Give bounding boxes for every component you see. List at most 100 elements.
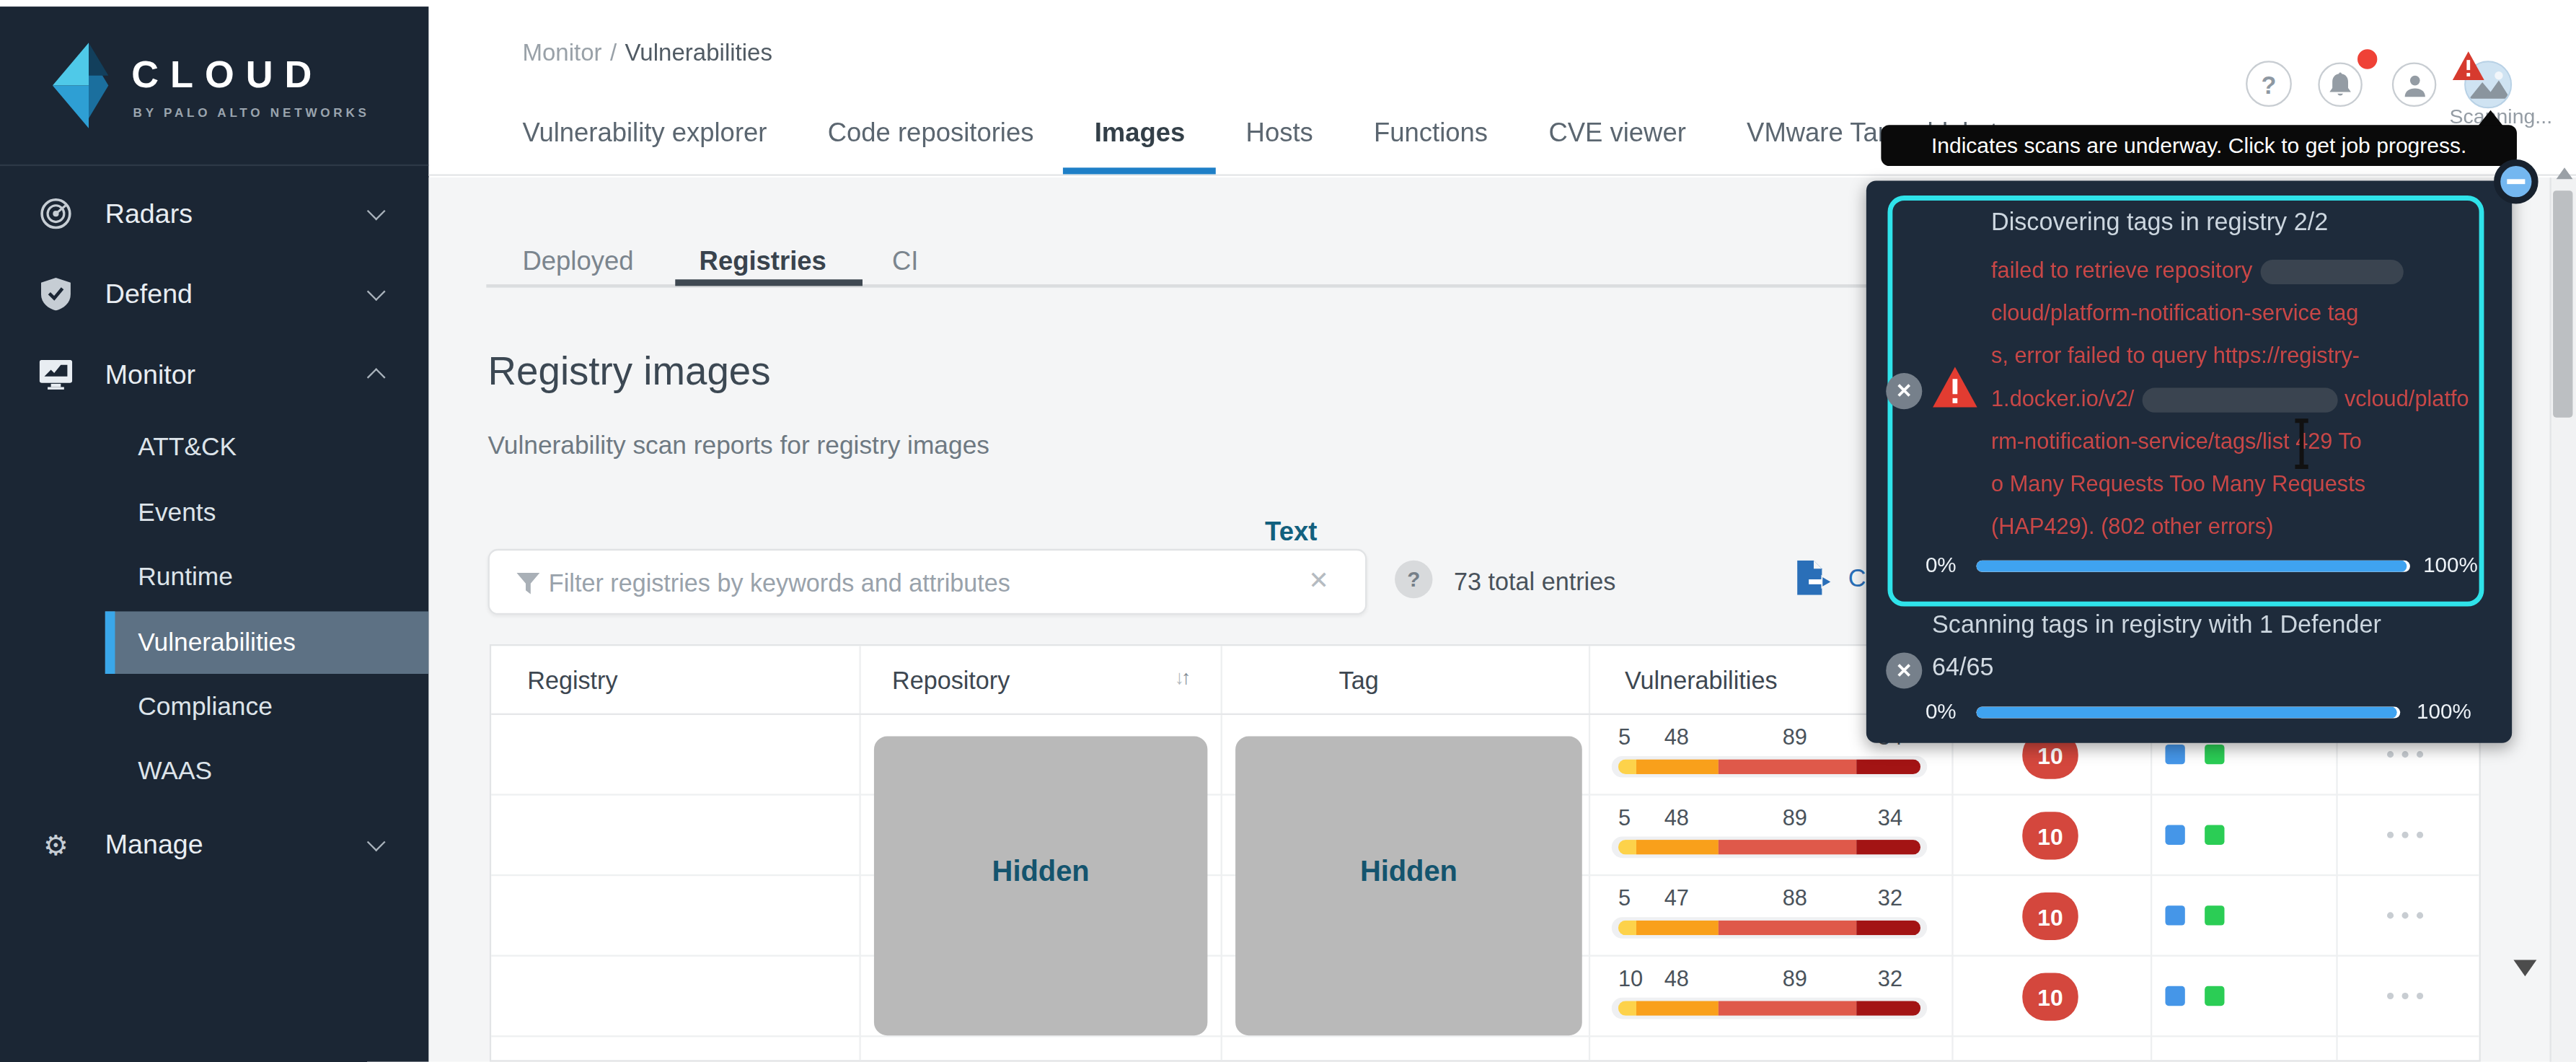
subtab-registries[interactable]: Registries [700,247,826,276]
tab-code-repositories[interactable]: Code repositories [828,118,1034,148]
breadcrumb-section[interactable]: Monitor [522,40,601,66]
row-actions-menu[interactable] [2387,832,2423,838]
sidebar-item-manage[interactable]: ⚙ Manage [0,809,429,881]
subtab-deployed[interactable]: Deployed [522,247,633,276]
vulnerability-counts: 10488932 [1618,966,1920,992]
progress-end-label: 100% [2417,698,2471,723]
scrollbar-up-arrow[interactable] [2557,167,2573,179]
notifications-button[interactable] [2318,63,2363,107]
sidebar-item-radars[interactable]: Radars [0,177,429,250]
logo-title: CLOUD [131,53,323,97]
error-text-line: s, error failed to query https://registr… [1991,335,2492,378]
annotation-text-label: Text [1265,518,1317,548]
status-square-green [2205,745,2224,764]
vulnerability-severity-bar [1618,1001,1920,1016]
sidebar-item-label: Monitor [105,359,195,390]
sidebar-subitem-label: Compliance [138,692,272,721]
column-header-registry[interactable]: Registry [527,666,617,694]
job-progress-count: 64/65 [1932,652,1994,680]
scroll-down-arrow[interactable] [2513,960,2536,976]
job-progress-bar [1977,707,2401,719]
page-scrollbar-thumb[interactable] [2553,190,2572,417]
vulnerability-severity-bar [1618,759,1920,774]
error-text-line: rm-notification-service/tags/list 429 To [1991,421,2492,463]
vulnerability-severity-bar [1618,840,1920,855]
redacted-repository-block: Hidden [874,737,1207,1036]
error-text-line: cloud/platform-notification-service tag [1991,292,2492,335]
column-header-repository[interactable]: Repository [892,666,1010,694]
user-profile-button[interactable] [2392,63,2437,107]
clear-filter-icon[interactable]: ✕ [1308,566,1329,595]
filter-help-badge[interactable]: ? [1395,561,1432,598]
filter-funnel-icon [516,572,540,595]
shield-icon [40,278,73,311]
notification-badge-dot [2356,48,2379,71]
risk-score-badge: 10 [2022,892,2078,940]
total-entries-label: 73 total entries [1454,567,1615,595]
gear-icon: ⚙ [40,828,73,861]
status-square-blue [2165,905,2184,925]
tab-functions[interactable]: Functions [1374,118,1488,148]
status-square-blue [2165,986,2184,1006]
tab-images[interactable]: Images [1095,118,1186,148]
breadcrumb: Monitor/Vulnerabilities [522,40,772,66]
app-window: CLOUD BY PALO ALTO NETWORKS Radars Defen… [0,0,2576,1062]
csv-export-icon [1796,561,1835,595]
hidden-label: Hidden [1360,853,1457,888]
sidebar-subitem-label: WAAS [138,756,212,786]
user-icon [2403,73,2426,96]
breadcrumb-page: Vulnerabilities [625,40,772,66]
tooltip-caret [2477,110,2503,127]
row-actions-menu[interactable] [2387,751,2423,758]
sidebar-item-attck[interactable]: ATT&CK [0,416,429,478]
status-square-green [2205,986,2224,1006]
error-text-line: (HAP429). (802 other errors) [1991,506,2492,549]
sidebar-subitem-label: ATT&CK [138,432,237,462]
main-tabs: Vulnerability explorer Code repositories… [522,118,2048,148]
risk-score-badge: 10 [2022,973,2078,1021]
radar-icon [40,197,73,230]
status-square-blue [2165,825,2184,845]
collapse-popup-button[interactable] [2494,159,2538,204]
column-header-vulnerabilities[interactable]: Vulnerabilities [1625,666,1777,694]
redacted-tag-block: Hidden [1235,737,1582,1036]
job-title: Scanning tags in registry with 1 Defende… [1932,610,2381,638]
sidebar-item-label: Manage [105,829,203,860]
sidebar-item-monitor[interactable]: Monitor [0,338,429,411]
help-button[interactable]: ? [2246,61,2292,107]
subtab-active-underline [675,279,863,286]
status-square-blue [2165,745,2184,764]
status-square-green [2205,825,2224,845]
sidebar-item-label: Radars [105,198,193,229]
progress-start-label: 0% [1926,552,1957,576]
row-actions-menu[interactable] [2387,912,2423,918]
dismiss-job-button[interactable]: ✕ [1886,373,1922,409]
row-actions-menu[interactable] [2387,993,2423,999]
tab-hosts[interactable]: Hosts [1246,118,1313,148]
subtab-ci[interactable]: CI [892,247,918,276]
sort-icon[interactable]: ↓↑ [1175,666,1188,689]
filter-registries-input[interactable] [549,552,1271,611]
sidebar-item-waas[interactable]: WAAS [0,740,429,802]
sidebar-item-compliance[interactable]: Compliance [0,675,429,738]
page-title: Registry images [488,348,771,395]
scan-progress-popup: Discovering tags in registry 2/2 ✕ faile… [1866,181,2512,743]
minus-icon [2507,179,2525,183]
sidebar-item-vulnerabilities[interactable]: Vulnerabilities [0,611,429,674]
sidebar-item-defend[interactable]: Defend [0,258,429,330]
breadcrumb-separator: / [602,40,625,66]
hidden-label: Hidden [992,853,1090,888]
job-progress-bar [1977,561,2410,572]
sidebar-item-runtime[interactable]: Runtime [0,545,429,608]
column-header-tag[interactable]: Tag [1339,666,1379,694]
tab-cve-viewer[interactable]: CVE viewer [1548,118,1685,148]
progress-end-label: 100% [2423,552,2478,576]
redacted-chip [2261,259,2404,284]
progress-start-label: 0% [1926,698,1957,723]
image-subtabs: Deployed Registries CI [522,247,918,276]
sidebar-item-events[interactable]: Events [0,481,429,544]
tab-vulnerability-explorer[interactable]: Vulnerability explorer [522,118,767,148]
chevron-up-icon [367,368,386,387]
dismiss-job-button[interactable]: ✕ [1886,652,1922,688]
chevron-down-icon [367,282,386,301]
